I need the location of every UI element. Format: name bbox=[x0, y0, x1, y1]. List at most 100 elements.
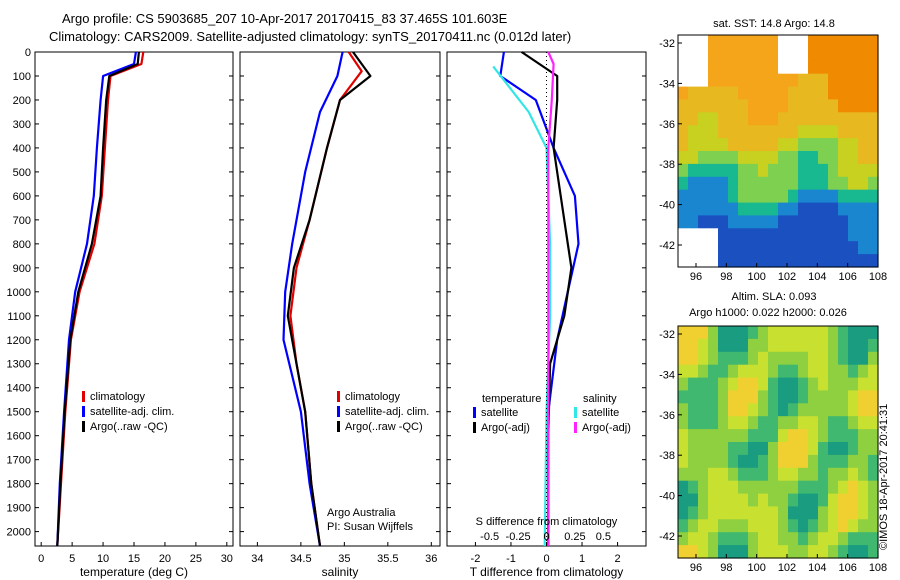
sst-map-cell bbox=[848, 202, 859, 217]
sla-map-cell bbox=[828, 351, 839, 366]
sla-map-cell bbox=[678, 454, 689, 469]
sst-map-cell bbox=[868, 138, 879, 152]
sst-map-cell bbox=[798, 176, 809, 191]
sst-map-cell bbox=[748, 35, 759, 49]
sla-map-cell bbox=[748, 377, 759, 392]
sla-map-cell bbox=[788, 545, 799, 559]
sst-map-cell bbox=[768, 202, 779, 217]
sst-map-cell bbox=[678, 228, 689, 242]
sla-map-cell bbox=[708, 326, 719, 340]
sla-map-cell bbox=[768, 467, 779, 482]
sla-map-cell bbox=[738, 326, 749, 340]
sla-map-cell bbox=[778, 442, 789, 456]
sst-map-cell bbox=[818, 202, 829, 217]
legend-label: climatology bbox=[345, 391, 401, 403]
sst-map-cell bbox=[818, 47, 829, 62]
sla-map-cell bbox=[748, 442, 759, 456]
sla-map-cell bbox=[788, 467, 799, 482]
legend-label: satellite bbox=[582, 407, 619, 419]
sla-map-cell bbox=[858, 364, 869, 379]
sst-map-cell bbox=[768, 254, 779, 268]
sla-map-cell bbox=[848, 364, 859, 379]
sla-map-cell bbox=[808, 442, 819, 456]
sst-map-cell bbox=[838, 241, 849, 255]
sla-map-cell bbox=[788, 429, 799, 443]
sst-map-cell bbox=[678, 163, 689, 178]
sst-map-cell bbox=[828, 60, 839, 75]
sla-map-x-tick-label: 108 bbox=[869, 562, 887, 574]
sst-map-cell bbox=[698, 60, 709, 75]
sla-map-cell bbox=[758, 403, 769, 417]
sla-map-cell bbox=[788, 480, 799, 495]
sla-map-cell bbox=[768, 377, 779, 392]
sst-map-cell bbox=[828, 202, 839, 217]
sst-map-cell bbox=[828, 138, 839, 152]
x-tick-label: 0 bbox=[38, 553, 44, 565]
sst-map-cell bbox=[688, 138, 699, 152]
legend-swatch bbox=[337, 391, 340, 402]
sla-map-cell bbox=[828, 416, 839, 430]
sst-map-cell bbox=[738, 241, 749, 255]
sst-map-cell bbox=[728, 228, 739, 242]
sla-map-cell bbox=[798, 429, 809, 443]
sst-map-cell bbox=[688, 60, 699, 75]
sla-map-cell bbox=[768, 390, 779, 404]
sst-map-cell bbox=[768, 125, 779, 139]
x-axis-label: temperature (deg C) bbox=[80, 565, 188, 579]
sst-map-cell bbox=[788, 241, 799, 255]
sst-map-cell bbox=[678, 47, 689, 62]
sla-map-cell bbox=[718, 480, 729, 495]
sst-map-cell bbox=[798, 60, 809, 75]
sst-map-x-tick-label: 96 bbox=[690, 271, 702, 283]
sst-map-cell bbox=[748, 125, 759, 139]
sla-map-cell bbox=[818, 403, 829, 417]
x-tick-label: 5 bbox=[69, 553, 75, 565]
sst-map-cell bbox=[678, 151, 689, 165]
sla-map-cell bbox=[858, 545, 869, 559]
sla-map-cell bbox=[828, 454, 839, 469]
sla-map-cell bbox=[738, 377, 749, 392]
sst-map-cell bbox=[788, 112, 799, 126]
sla-map-cell bbox=[768, 326, 779, 340]
sla-map-cell bbox=[798, 326, 809, 340]
sst-map-cell bbox=[748, 254, 759, 268]
sla-map-cell bbox=[778, 454, 789, 469]
sla-map-cell bbox=[858, 506, 869, 520]
sst-map-cell bbox=[708, 215, 719, 229]
sst-map-cell bbox=[758, 151, 769, 165]
sst-map-cell bbox=[818, 125, 829, 139]
series-line-satellite-adj-clim- bbox=[56, 51, 137, 547]
sst-map-cell bbox=[808, 47, 819, 62]
sla-map-cell bbox=[798, 454, 809, 469]
sst-map-cell bbox=[688, 47, 699, 62]
sla-map-cell bbox=[868, 326, 879, 340]
sla-map-cell bbox=[798, 403, 809, 417]
sst-map-cell bbox=[828, 189, 839, 204]
sla-map-cell bbox=[688, 442, 699, 456]
sla-map-cell bbox=[718, 545, 729, 559]
sst-map-cell bbox=[828, 241, 839, 255]
sla-map-cell bbox=[708, 519, 719, 533]
sla-map-cell bbox=[818, 506, 829, 520]
sla-map-cell bbox=[748, 519, 759, 533]
sst-map-cell bbox=[818, 163, 829, 178]
sst-map-cell bbox=[858, 254, 869, 268]
sst-map-cell bbox=[848, 125, 859, 139]
sla-map-cell bbox=[818, 545, 829, 559]
x-tick-label: -1 bbox=[506, 553, 516, 565]
sst-map-cell bbox=[788, 86, 799, 101]
sst-map-cell bbox=[828, 215, 839, 229]
sla-map-cell bbox=[718, 532, 729, 546]
sla-map-cell bbox=[828, 506, 839, 520]
sst-map-cell bbox=[828, 99, 839, 113]
sst-map-cell bbox=[678, 138, 689, 152]
sst-map-cell bbox=[778, 99, 789, 113]
sla-map-cell bbox=[698, 416, 709, 430]
x-tick-label: 34 bbox=[251, 553, 263, 565]
sla-map-cell bbox=[698, 493, 709, 508]
depth-tick-label: 600 bbox=[13, 191, 31, 203]
sst-map-cell bbox=[748, 215, 759, 229]
sla-map-cell bbox=[818, 532, 829, 546]
sla-map-cell bbox=[778, 519, 789, 533]
x-axis-label: T difference from climatology bbox=[470, 565, 624, 579]
